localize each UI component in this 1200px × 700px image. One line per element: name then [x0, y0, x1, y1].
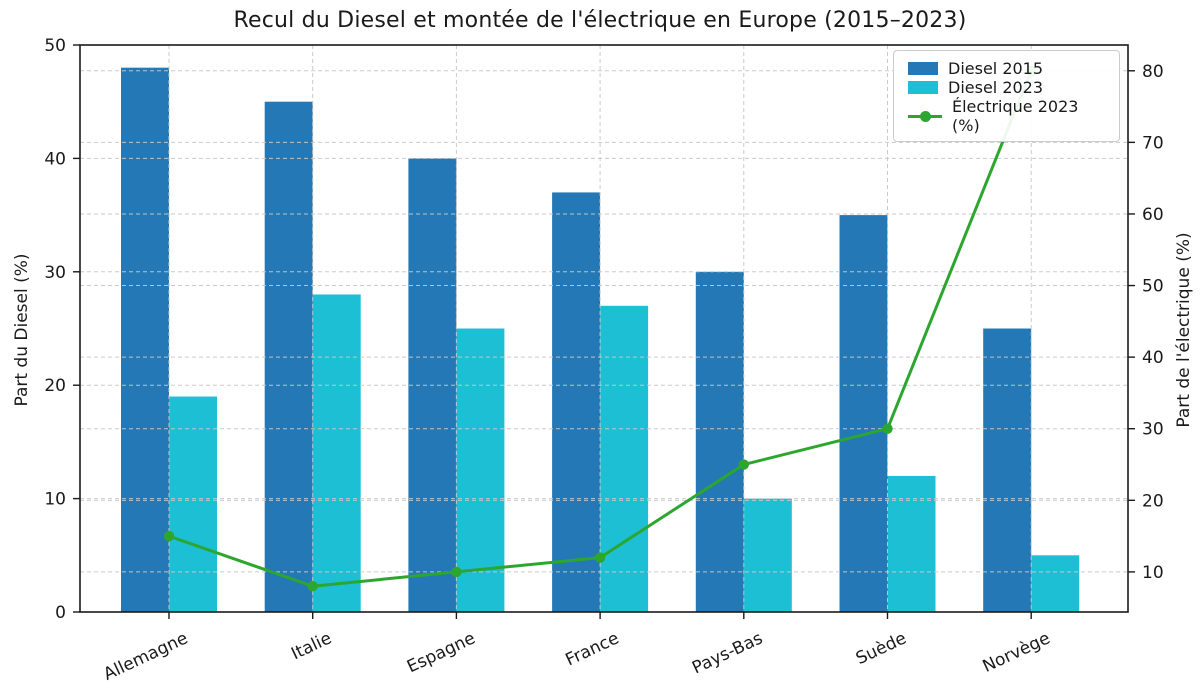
bar-diesel-2015-france	[552, 192, 601, 613]
legend-label-diesel-2015: Diesel 2015	[948, 59, 1044, 78]
legend: Diesel 2015 Diesel 2023 Électrique 2023 …	[893, 50, 1120, 142]
x-tick-label-pays-bas: Pays-Bas	[689, 628, 766, 678]
x-tick-label-allemagne: Allemagne	[101, 628, 192, 684]
bar-diesel-2023-norvège	[1031, 555, 1080, 612]
left-tick-label: 10	[44, 490, 66, 510]
right-tick-label: 40	[1142, 348, 1164, 368]
legend-swatch-diesel-2023	[908, 81, 938, 94]
legend-swatch-electrique-line	[908, 110, 942, 123]
bar-diesel-2023-espagne	[456, 328, 505, 612]
bar-diesel-2023-france	[600, 305, 649, 612]
legend-label-diesel-2023: Diesel 2023	[948, 78, 1044, 97]
bar-diesel-2015-pays-bas	[695, 271, 744, 612]
bar-diesel-2023-suède	[887, 475, 936, 612]
legend-swatch-diesel-2015	[908, 62, 938, 75]
marker-electrique-pays-bas	[738, 459, 749, 470]
right-tick-label: 60	[1142, 205, 1164, 225]
marker-electrique-france	[594, 552, 606, 563]
plot-border	[79, 44, 1129, 613]
chart-title: Recul du Diesel et montée de l'électriqu…	[233, 8, 967, 33]
bar-diesel-2015-suède	[839, 215, 888, 612]
right-axis-label: Part de l'électrique (%)	[1174, 232, 1194, 428]
marker-electrique-suède	[882, 423, 893, 434]
x-tick-label-italie: Italie	[288, 628, 335, 664]
left-tick-label: 30	[44, 263, 66, 283]
marker-electrique-allemagne	[163, 530, 175, 542]
legend-label-electrique-2023: Électrique 2023 (%)	[952, 97, 1079, 135]
legend-item-electrique-2023: Électrique 2023 (%)	[908, 97, 1105, 135]
x-tick-label-suède: Suède	[853, 628, 910, 669]
left-axis-label: Part du Diesel (%)	[12, 253, 32, 407]
bar-diesel-2023-italie	[312, 294, 361, 612]
left-tick-label: 0	[55, 603, 66, 623]
right-tick-label: 30	[1142, 420, 1164, 440]
right-tick-label: 50	[1142, 277, 1164, 297]
x-tick-label-norvège: Norvège	[980, 628, 1054, 677]
right-tick-label: 20	[1142, 491, 1164, 511]
right-tick-label: 80	[1142, 62, 1164, 82]
right-tick-label: 10	[1142, 563, 1164, 583]
right-tick-label: 70	[1142, 133, 1164, 153]
bar-diesel-2015-norvège	[983, 328, 1032, 612]
x-tick-label-france: France	[563, 628, 623, 670]
left-tick-label: 50	[44, 36, 66, 56]
legend-item-diesel-2023: Diesel 2023	[908, 78, 1105, 97]
bar-diesel-2023-allemagne	[169, 396, 217, 612]
marker-electrique-espagne	[451, 566, 462, 578]
marker-electrique-italie	[307, 581, 318, 592]
left-tick-label: 40	[44, 149, 66, 169]
x-tick-label-espagne: Espagne	[404, 628, 478, 677]
bar-diesel-2015-allemagne	[121, 67, 169, 613]
bar-diesel-2023-pays-bas	[743, 498, 792, 612]
legend-item-diesel-2015: Diesel 2015	[908, 59, 1105, 78]
left-tick-label: 20	[44, 376, 66, 396]
